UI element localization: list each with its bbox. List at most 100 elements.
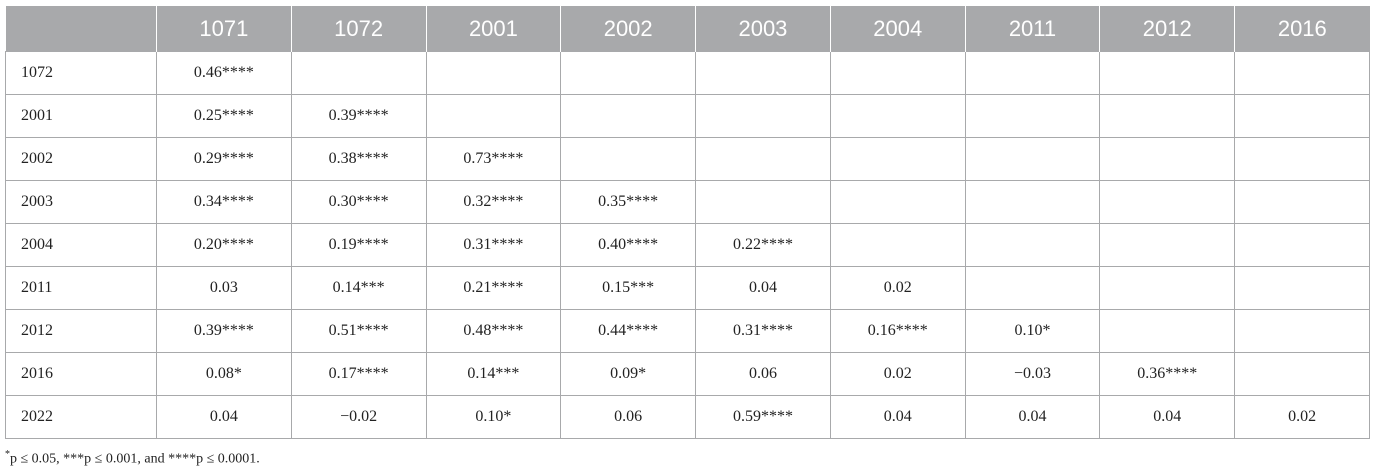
table-cell [964, 94, 1101, 138]
table-cell: 0.10* [425, 395, 562, 439]
table-cell: 0.36**** [1099, 352, 1236, 396]
table-row: 2022 0.04 −0.02 0.10* 0.06 0.59**** 0.04 0.04 0.… [5, 395, 1370, 439]
table-cell: 0.04 [1099, 395, 1236, 439]
table-cell: −0.02 [290, 395, 427, 439]
table-cell: 0.21**** [425, 266, 562, 310]
column-header-2011: 2011 [964, 6, 1100, 52]
table-cell [1099, 309, 1236, 353]
row-label: 2001 [5, 94, 157, 138]
header-corner-cell [5, 6, 157, 52]
table-cell [560, 94, 697, 138]
table-cell [964, 266, 1101, 310]
table-cell: 0.40**** [560, 223, 697, 267]
table-cell: 0.06 [560, 395, 697, 439]
table-cell [695, 94, 831, 138]
table-cell: 0.38**** [290, 137, 427, 181]
table-row: 1072 0.46**** [5, 51, 1370, 95]
table-cell [290, 51, 427, 95]
table-row: 2011 0.03 0.14*** 0.21**** 0.15*** 0.04 0.02 [5, 266, 1370, 310]
table-cell: 0.02 [1234, 395, 1370, 439]
table-cell: 0.35**** [560, 180, 697, 224]
table-cell [964, 180, 1101, 224]
table-cell [560, 137, 697, 181]
table-cell: 0.73**** [425, 137, 562, 181]
table-cell: 0.06 [695, 352, 831, 396]
column-header-1071: 1071 [156, 6, 292, 52]
table-cell: 0.22**** [695, 223, 831, 267]
table-cell: 0.04 [964, 395, 1101, 439]
table-cell [1099, 223, 1236, 267]
table-cell: 0.04 [695, 266, 831, 310]
table-cell: 0.03 [156, 266, 292, 310]
table-cell: 0.39**** [156, 309, 292, 353]
table-cell [425, 51, 562, 95]
footnote-text: p ≤ 0.05, ***p ≤ 0.001, and ****p ≤ 0.00… [10, 451, 260, 467]
table-cell: 0.20**** [156, 223, 292, 267]
table-cell: 0.44**** [560, 309, 697, 353]
table-cell: −0.03 [964, 352, 1101, 396]
table-row: 2001 0.25**** 0.39**** [5, 94, 1370, 138]
table-row: 2016 0.08* 0.17**** 0.14*** 0.09* 0.06 0.02 −0.… [5, 352, 1370, 396]
table-cell: 0.29**** [156, 137, 292, 181]
table-body: 1072 0.46**** 2001 0.25**** 0.39**** 2002 0.29… [5, 51, 1370, 439]
table-cell: 0.08* [156, 352, 292, 396]
table-cell: 0.14*** [425, 352, 562, 396]
table-cell [1234, 352, 1370, 396]
footnote: *p ≤ 0.05, ***p ≤ 0.001, and ****p ≤ 0.0… [5, 449, 260, 468]
table-row: 2002 0.29**** 0.38**** 0.73**** [5, 137, 1370, 181]
table-cell: 0.02 [829, 266, 966, 310]
table-cell [1234, 180, 1370, 224]
column-header-2012: 2012 [1099, 6, 1235, 52]
table-cell: 0.34**** [156, 180, 292, 224]
table-cell [964, 223, 1101, 267]
table-cell: 0.15*** [560, 266, 697, 310]
row-label: 2003 [5, 180, 157, 224]
table-cell [695, 51, 831, 95]
table-cell [829, 94, 966, 138]
table-cell [829, 223, 966, 267]
column-header-2016: 2016 [1234, 6, 1370, 52]
table-cell: 0.04 [829, 395, 966, 439]
table-cell [695, 137, 831, 181]
table-cell [1099, 180, 1236, 224]
table-cell: 0.19**** [290, 223, 427, 267]
row-label: 2002 [5, 137, 157, 181]
row-label: 2012 [5, 309, 157, 353]
column-header-2001: 2001 [425, 6, 561, 52]
table-row: 2012 0.39**** 0.51**** 0.48**** 0.44**** 0.31… [5, 309, 1370, 353]
table-cell: 0.32**** [425, 180, 562, 224]
row-label: 1072 [5, 51, 157, 95]
table-cell [1099, 266, 1236, 310]
table-cell [1234, 223, 1370, 267]
table-cell: 0.48**** [425, 309, 562, 353]
footnote-mark: * [5, 449, 10, 460]
table-cell: 0.14*** [290, 266, 427, 310]
table-cell [1099, 94, 1236, 138]
table-cell [695, 180, 831, 224]
table-cell: 0.39**** [290, 94, 427, 138]
table-cell: 0.25**** [156, 94, 292, 138]
table-cell: 0.59**** [695, 395, 831, 439]
table-cell: 0.51**** [290, 309, 427, 353]
table-cell [829, 137, 966, 181]
column-header-2002: 2002 [560, 6, 696, 52]
table-cell [964, 51, 1101, 95]
table-cell [1234, 51, 1370, 95]
correlation-table: 1071 1072 2001 2002 2003 2004 2011 2012 2016 107… [5, 6, 1370, 439]
table-cell [560, 51, 697, 95]
table-cell [829, 180, 966, 224]
row-label: 2016 [5, 352, 157, 396]
table-cell: 0.17**** [290, 352, 427, 396]
table-cell: 0.31**** [695, 309, 831, 353]
column-header-2003: 2003 [695, 6, 831, 52]
table-cell [964, 137, 1101, 181]
table-row: 2004 0.20**** 0.19**** 0.31**** 0.40**** 0.22… [5, 223, 1370, 267]
table-cell: 0.04 [156, 395, 292, 439]
table-cell: 0.30**** [290, 180, 427, 224]
table-cell: 0.46**** [156, 51, 292, 95]
row-label: 2004 [5, 223, 157, 267]
table-cell [425, 94, 562, 138]
table-cell: 0.09* [560, 352, 697, 396]
table-cell: 0.31**** [425, 223, 562, 267]
column-header-1072: 1072 [290, 6, 427, 52]
